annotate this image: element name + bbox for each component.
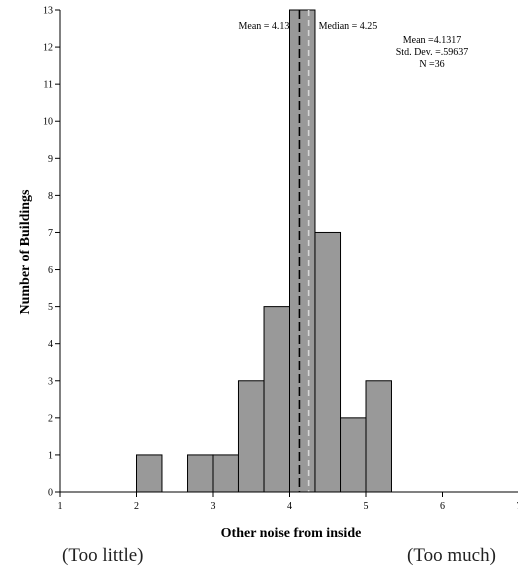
y-tick-label: 12 (43, 43, 53, 54)
y-tick-label: 5 (48, 302, 53, 313)
x-tick-label: 6 (440, 501, 445, 512)
median-line-label: Median = 4.25 (319, 21, 378, 32)
histogram-bar (366, 381, 391, 492)
histogram-bar (290, 10, 315, 492)
histogram-bar (341, 418, 366, 492)
x-axis-title: Other noise from inside (221, 526, 362, 541)
scale-label-low: (Too little) (62, 545, 144, 567)
bars-layer (137, 10, 392, 492)
histogram-bar (137, 455, 162, 492)
y-tick-label: 4 (48, 339, 53, 350)
histogram-bar (188, 455, 213, 492)
x-tick-label: 1 (58, 501, 63, 512)
stats-line: N =36 (419, 59, 444, 70)
y-axis-title: Number of Buildings (18, 189, 33, 315)
y-tick-label: 0 (48, 488, 53, 499)
y-tick-label: 11 (43, 80, 53, 91)
y-tick-label: 8 (48, 191, 53, 202)
y-tick-label: 13 (43, 6, 53, 17)
stats-line: Std. Dev. =.59637 (396, 47, 469, 58)
x-tick-label: 2 (134, 501, 139, 512)
x-tick-label: 3 (211, 501, 216, 512)
stats-line: Mean =4.1317 (403, 35, 461, 46)
y-tick-label: 10 (43, 117, 53, 128)
mean-line-label: Mean = 4.13 (239, 21, 290, 32)
histogram-bar (315, 232, 341, 492)
x-tick-label: 5 (364, 501, 369, 512)
histogram-bar (213, 455, 238, 492)
scale-label-high: (Too much) (407, 545, 496, 567)
y-tick-label: 6 (48, 265, 53, 276)
y-tick-label: 3 (48, 376, 53, 387)
y-tick-label: 2 (48, 413, 53, 424)
histogram-bar (238, 381, 264, 492)
y-tick-label: 1 (48, 450, 53, 461)
y-tick-label: 7 (48, 228, 53, 239)
y-tick-label: 9 (48, 154, 53, 165)
histogram-bar (264, 307, 289, 492)
x-tick-label: 4 (287, 501, 292, 512)
annotation-layer: Mean = 4.13 Median = 4.25 Mean =4.1317Std.… (239, 21, 469, 70)
